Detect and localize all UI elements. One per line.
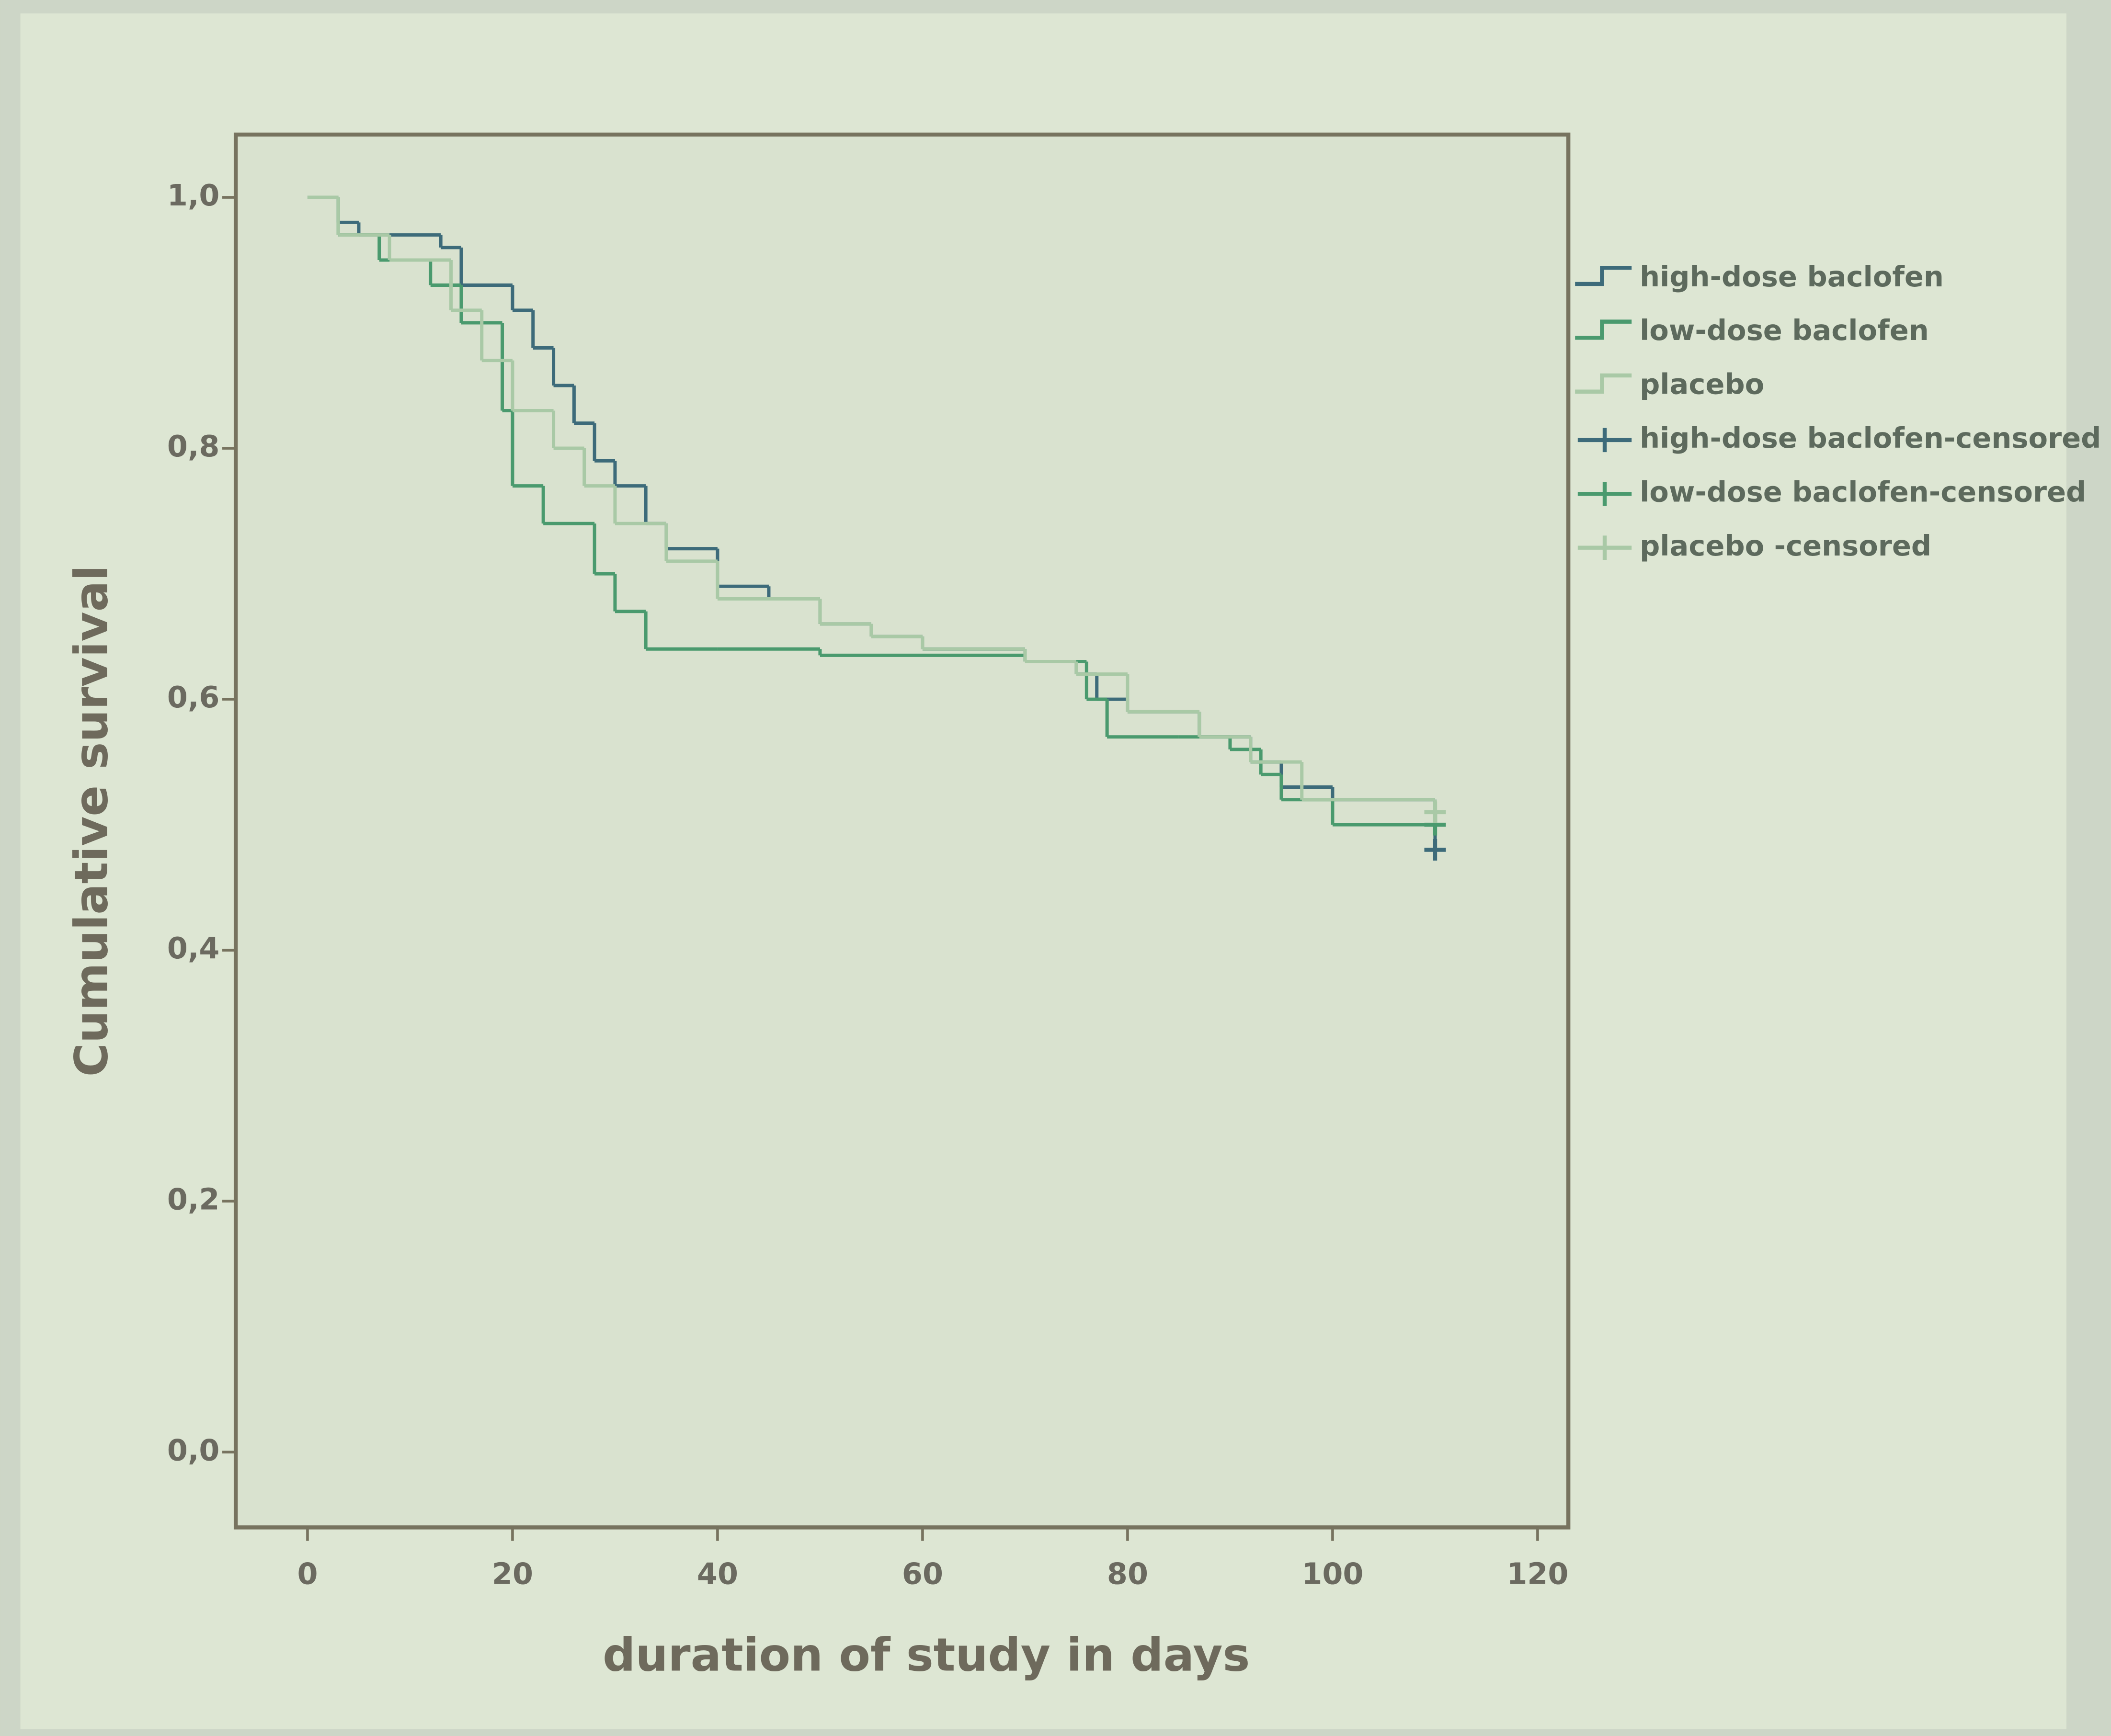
legend-label: low-dose baclofen-censored [1640, 475, 2086, 508]
chart: Cumulative survival duration of study in… [0, 0, 2111, 1736]
plot-area [236, 135, 1568, 1527]
x-tick-label: 100 [1301, 1557, 1363, 1591]
legend-label: high-dose baclofen-censored [1640, 421, 2101, 454]
x-tick-label: 60 [902, 1557, 943, 1591]
y-tick-label: 0,4 [167, 931, 220, 965]
legend-label: high-dose baclofen [1640, 260, 1944, 293]
x-tick-label: 40 [697, 1557, 738, 1591]
y-tick-label: 0,6 [167, 680, 220, 715]
x-tick-label: 80 [1107, 1557, 1148, 1591]
y-tick-label: 0,8 [167, 429, 220, 464]
x-tick-label: 120 [1506, 1557, 1568, 1591]
x-tick-label: 20 [492, 1557, 533, 1591]
y-axis-title: Cumulative survival [64, 565, 118, 1077]
x-axis-title: duration of study in days [603, 1628, 1250, 1681]
y-tick-label: 0,0 [167, 1433, 220, 1467]
x-tick-label: 0 [297, 1557, 318, 1591]
legend-label: low-dose baclofen [1640, 314, 1929, 347]
legend-label: placebo -censored [1640, 529, 1931, 562]
y-tick-label: 1,0 [167, 178, 220, 213]
y-tick-label: 0,2 [167, 1182, 220, 1216]
page: Cumulative survival duration of study in… [0, 0, 2111, 1736]
legend-label: placebo [1640, 368, 1764, 401]
